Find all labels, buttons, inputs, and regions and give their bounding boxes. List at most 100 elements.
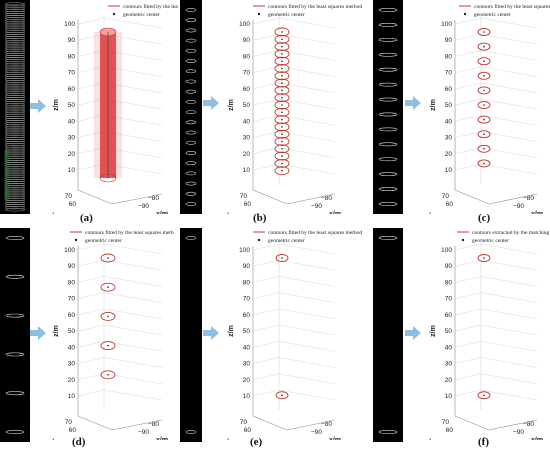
geometric-center-dot (281, 155, 283, 157)
panel-label-b: (b) (253, 212, 267, 224)
grid-line (103, 373, 163, 384)
grid-line (454, 163, 482, 171)
z-tick-label: 60 (243, 312, 251, 319)
z-tick-label: 100 (441, 21, 452, 28)
scan-strip-b-graphic (185, 8, 197, 206)
strip-contour (4, 103, 26, 107)
geometric-center-dot (281, 126, 283, 128)
z-tick-label: 30 (243, 361, 251, 368)
legend-marker-label: geometric center (123, 12, 160, 18)
contour-ellipse (274, 129, 290, 139)
legend-marker-label: geometric center (268, 238, 305, 244)
strip-contour (185, 99, 197, 104)
grid-line (252, 260, 280, 267)
grid-line (454, 34, 482, 41)
strip-contour (4, 61, 26, 65)
strip-contour (4, 132, 26, 136)
scan-strip-c (373, 0, 403, 214)
strip-contour (4, 6, 26, 10)
geometric-center-dot (281, 118, 283, 121)
base-axis-line (77, 189, 163, 205)
z-tick-label: 20 (243, 377, 251, 384)
strip-contour (185, 38, 197, 43)
grid-line (252, 50, 280, 57)
strip-contour (378, 142, 398, 147)
geometric-center-dot (483, 75, 485, 77)
strip-contour (4, 168, 26, 172)
z-tick-label: 10 (445, 167, 453, 174)
grid-line (77, 82, 105, 90)
geometric-center-dot (107, 315, 109, 318)
contour-ellipse (274, 115, 290, 125)
z-tick-label: 40 (243, 118, 251, 125)
grid-line (480, 17, 538, 29)
grid-line (252, 308, 280, 316)
grid-line (103, 357, 163, 368)
grid-line (480, 357, 538, 368)
panel-label-e: (e) (250, 436, 263, 448)
grid-line (103, 243, 163, 255)
geometric-center-dot (281, 257, 283, 259)
strip-contour (4, 97, 26, 100)
strip-contour (4, 25, 26, 29)
geometric-center-dot (281, 169, 283, 172)
strip-contour (185, 181, 197, 186)
geometric-center-dot (281, 111, 283, 114)
geometric-center-dot (281, 38, 283, 41)
contour-ellipse (477, 86, 491, 95)
grid-line (77, 115, 105, 122)
strip-contour (4, 170, 26, 174)
strip-contour (4, 136, 26, 140)
z-tick-label: 50 (445, 328, 453, 335)
z-tick-label: 10 (243, 167, 251, 174)
strip-contour (378, 52, 398, 57)
plot-c: contours fitted by the least squares met… (425, 3, 550, 214)
grid-line (480, 131, 538, 142)
z-tick-label: 10 (445, 393, 453, 400)
plot-grid (252, 14, 336, 205)
scan-strip-a (0, 0, 30, 214)
z-tick-label: 30 (243, 135, 251, 142)
z-tick-label: 20 (445, 377, 453, 384)
geometric-center-dot (281, 104, 283, 106)
z-axis-label: z/m (53, 325, 60, 337)
strip-contour (4, 69, 26, 73)
grid-line (480, 389, 538, 401)
contour-ellipse (274, 93, 290, 103)
arrow-right-icon (203, 326, 219, 340)
plot-a: contours fitted by the least squares met… (48, 3, 178, 214)
grid-line (480, 82, 538, 94)
grid-line (252, 324, 280, 332)
grid-line (480, 34, 538, 45)
contour-ellipse (274, 100, 290, 110)
strip-contour (4, 38, 26, 42)
strip-contour (4, 10, 26, 14)
z-tick-label: 40 (68, 344, 76, 351)
strip-contour (185, 161, 197, 166)
contour-ellipse (275, 254, 289, 262)
grid-line (454, 389, 482, 397)
strip-contour (4, 176, 26, 180)
contour-ellipse (100, 311, 116, 321)
z-tick-label: 80 (243, 53, 251, 60)
legend-marker-swatch (463, 12, 467, 16)
strip-contour (4, 124, 26, 128)
base-axis-line (252, 189, 336, 205)
grid-line (103, 389, 163, 401)
x-axis-label: x/m (531, 211, 543, 214)
strip-contour (378, 82, 398, 87)
strip-contour (4, 42, 26, 46)
scan-strip-d-graphic (5, 236, 25, 434)
strip-contour (4, 199, 26, 203)
grid-line (278, 357, 336, 368)
grid-line (278, 324, 336, 336)
grid-line (252, 276, 280, 283)
z-tick-label: 30 (68, 135, 76, 142)
y-axis-label: y/m (425, 213, 437, 214)
contour-ellipse (477, 28, 491, 36)
y-tick-label: 70 (65, 419, 73, 426)
strip-contour (185, 171, 197, 176)
strip-contour (4, 90, 26, 94)
grid-line (480, 147, 538, 158)
legend-marker-swatch (257, 12, 261, 16)
